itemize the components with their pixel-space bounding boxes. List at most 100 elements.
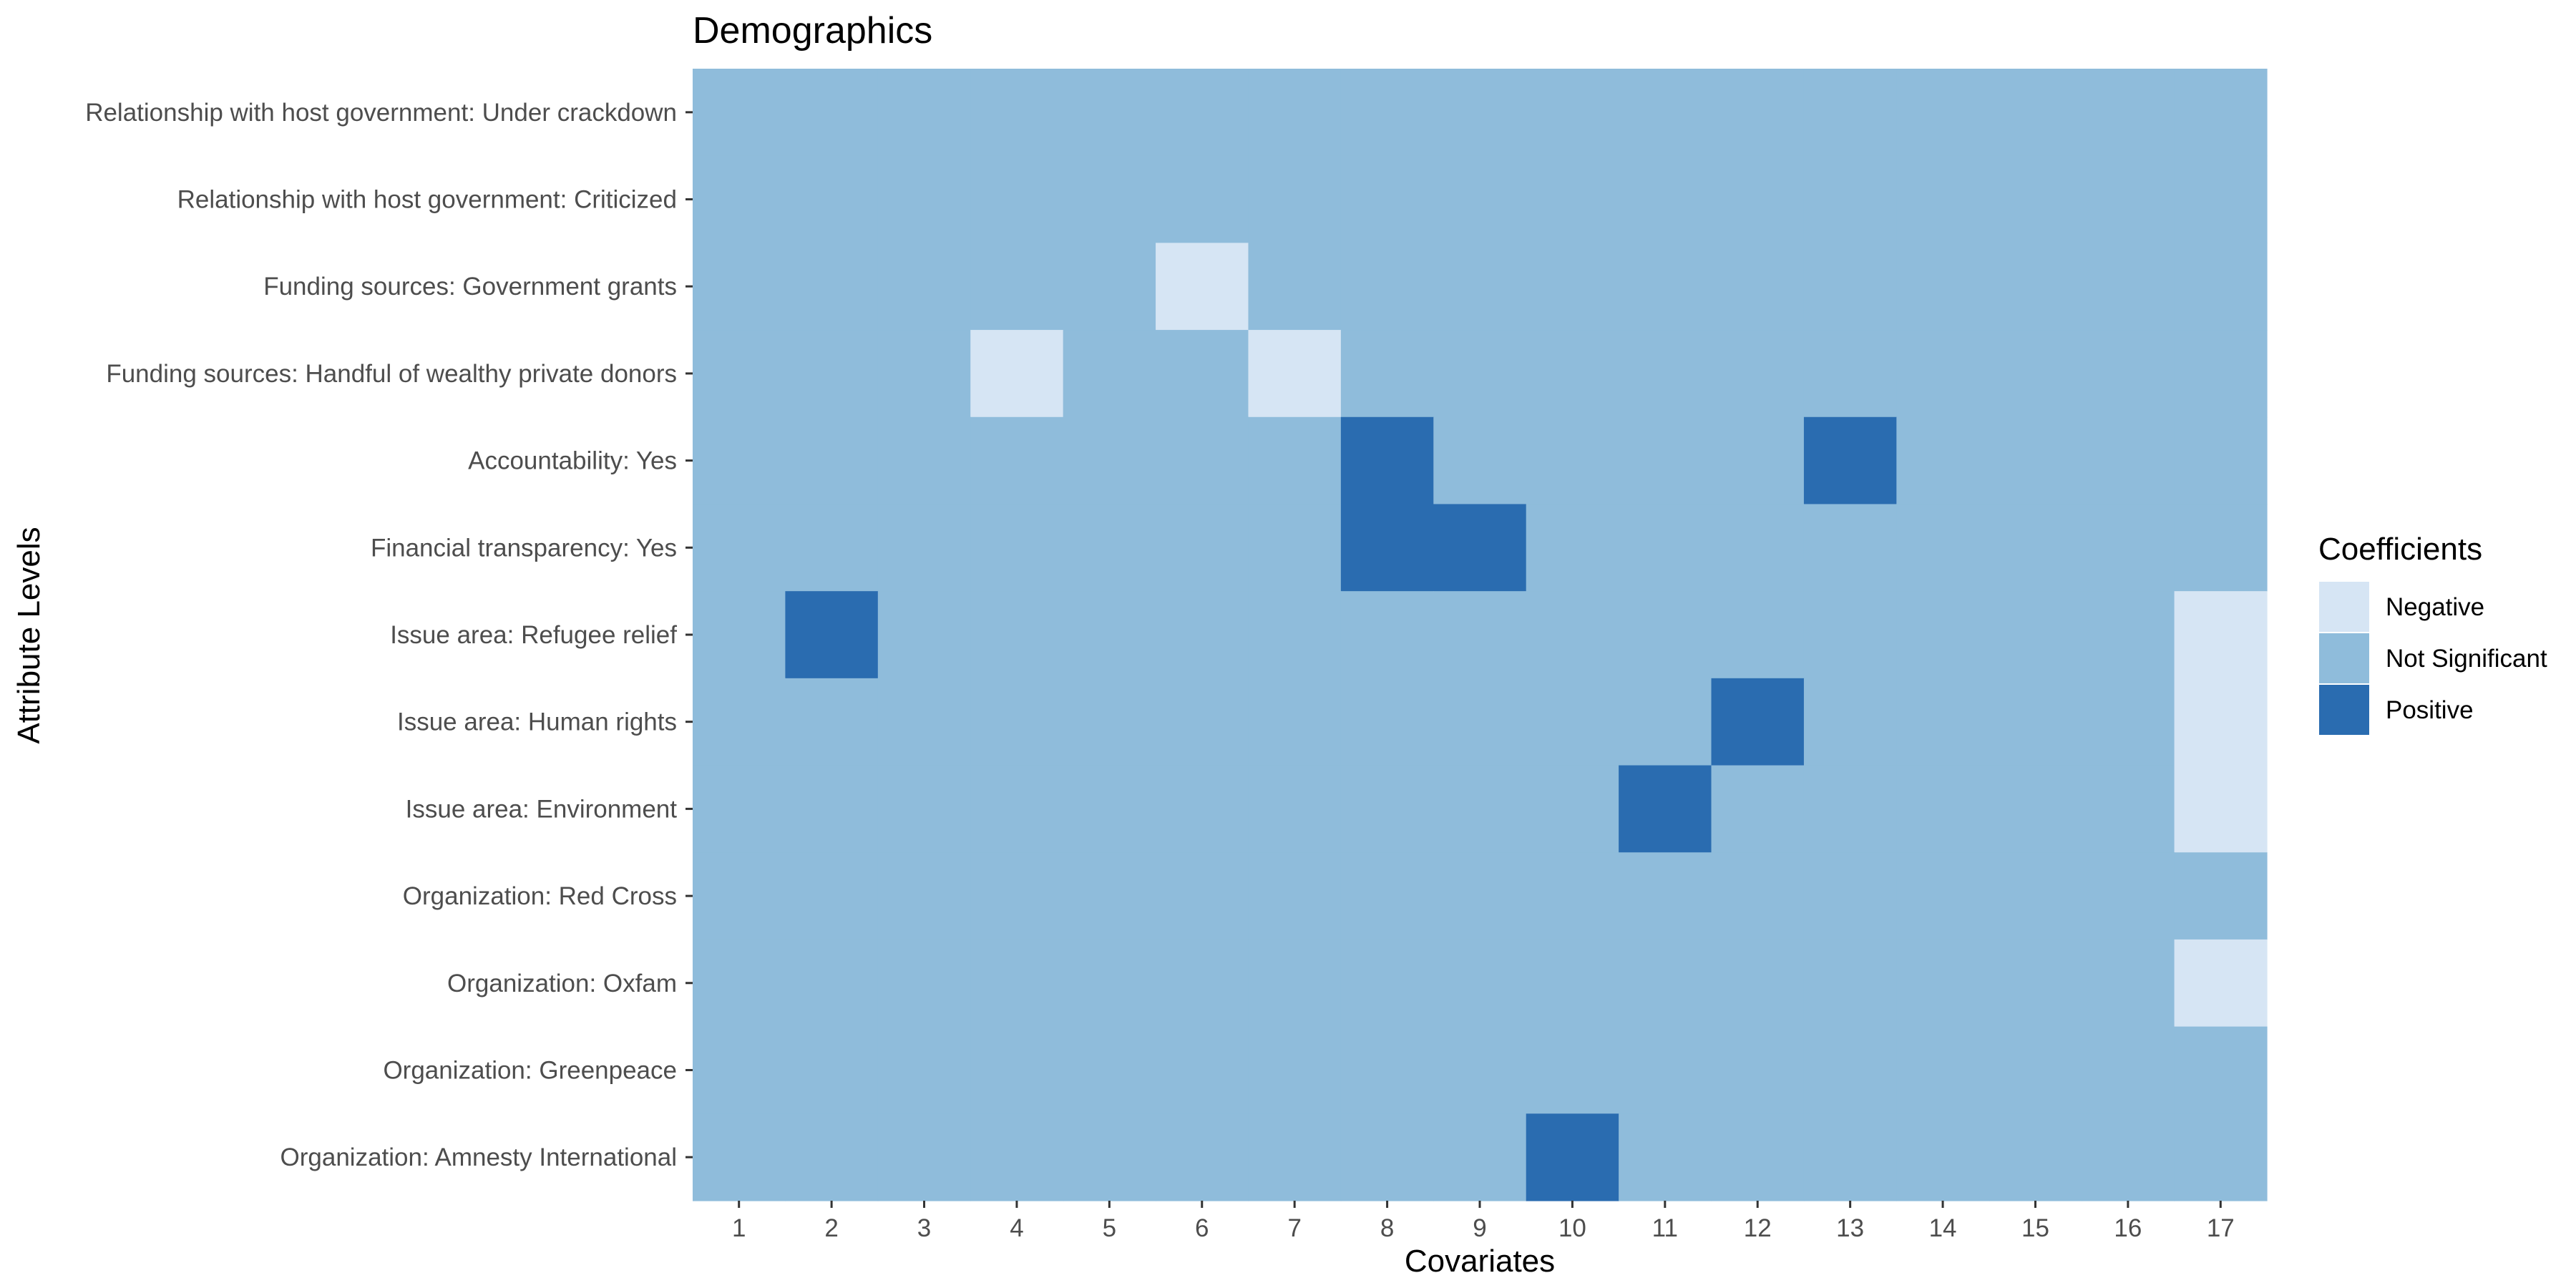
heatmap-cell [1711, 591, 1805, 679]
heatmap-cell [785, 504, 879, 592]
heatmap-cell [2174, 939, 2268, 1028]
heatmap-cell [1989, 1113, 2082, 1201]
heatmap-cell [1803, 504, 1897, 592]
heatmap-cell [1896, 69, 1990, 157]
heatmap-cell [1989, 765, 2082, 853]
heatmap-cell [2082, 243, 2175, 331]
heatmap-cell [1711, 678, 1805, 766]
heatmap-cell [1711, 939, 1805, 1028]
heatmap-cell [785, 69, 879, 157]
heatmap-cell [1340, 504, 1434, 592]
heatmap-cell [1156, 243, 1249, 331]
x-axis: 1 2 3 4 5 6 7 8 9 10 11 12 13 14 15 16 17 [732, 1201, 2235, 1242]
heatmap-cell [1989, 243, 2082, 331]
heatmap-cell [970, 69, 1064, 157]
y-axis: Relationship with host government: Under… [85, 99, 693, 1171]
heatmap-cell [1156, 504, 1249, 592]
heatmap-cell [1433, 155, 1527, 243]
heatmap-cell [1896, 243, 1990, 331]
heatmap-cell [1619, 1026, 1712, 1114]
heatmap-cell [785, 1026, 879, 1114]
heatmap-cell [970, 678, 1064, 766]
heatmap-cell [1803, 416, 1897, 505]
heatmap-cell [1526, 243, 1619, 331]
heatmap-cell [693, 1113, 786, 1201]
heatmap-cell [970, 591, 1064, 679]
heatmap-cell [1156, 1026, 1249, 1114]
heatmap-cell [2082, 1026, 2175, 1114]
heatmap-cell [1619, 504, 1712, 592]
heatmap-cell [1340, 591, 1434, 679]
heatmap-cell [1896, 678, 1990, 766]
heatmap-cell [1063, 504, 1156, 592]
heatmap-cell [1340, 330, 1434, 418]
y-tick-label: Issue area: Refugee relief [390, 621, 677, 649]
x-tick-label: 15 [2021, 1214, 2049, 1242]
y-tick-label: Organization: Greenpeace [383, 1056, 677, 1084]
y-tick-label: Organization: Oxfam [447, 970, 677, 997]
heatmap-cell [1619, 678, 1712, 766]
heatmap-cell [1711, 1026, 1805, 1114]
heatmap-cell [693, 155, 786, 243]
heatmap-cell [1248, 330, 1342, 418]
legend-title: Coefficients [2318, 532, 2482, 567]
heatmap-cell [2082, 765, 2175, 853]
x-tick-label: 9 [1473, 1214, 1486, 1242]
y-tick-label: Relationship with host government: Under… [85, 99, 677, 127]
heatmap-cell [1526, 155, 1619, 243]
heatmap-cell [2082, 852, 2175, 940]
heatmap-cell [1156, 155, 1249, 243]
heatmap-cell [1248, 939, 1342, 1028]
heatmap-cell [785, 765, 879, 853]
heatmap-cell [1063, 678, 1156, 766]
heatmap-cell [1248, 416, 1342, 505]
heatmap-cell [1156, 678, 1249, 766]
heatmap-cell [1156, 939, 1249, 1028]
heatmap-cell [1248, 765, 1342, 853]
heatmap-cell [877, 1026, 971, 1114]
heatmap-cell [877, 416, 971, 505]
heatmap-cell [877, 330, 971, 418]
heatmap-cell [1803, 330, 1897, 418]
heatmap-cell [2174, 678, 2268, 766]
heatmap-cell [2082, 504, 2175, 592]
heatmap-cell [2082, 69, 2175, 157]
heatmap-cell [1803, 678, 1897, 766]
heatmap-cell [1896, 939, 1990, 1028]
heatmap-cell [1711, 852, 1805, 940]
heatmap-cell [1433, 1026, 1527, 1114]
heatmap-cell [1433, 504, 1527, 592]
heatmap-cell [785, 678, 879, 766]
heatmap-cell [1711, 243, 1805, 331]
heatmap-cell [1156, 591, 1249, 679]
heatmap-cell [1248, 591, 1342, 679]
heatmap-cell [2174, 69, 2268, 157]
heatmap-cell [1803, 69, 1897, 157]
heatmap-cell [1896, 155, 1990, 243]
heatmap-cell [1156, 1113, 1249, 1201]
heatmap-cell [785, 243, 879, 331]
y-tick-label: Organization: Red Cross [403, 882, 677, 910]
x-tick-label: 16 [2114, 1214, 2142, 1242]
heatmap-cell [1340, 1026, 1434, 1114]
heatmap-cell [1619, 1113, 1712, 1201]
legend-label: Negative [2386, 593, 2484, 621]
x-tick-label: 10 [1558, 1214, 1586, 1242]
heatmap-cell [785, 416, 879, 505]
y-tick-label: Accountability: Yes [468, 447, 677, 475]
x-tick-label: 8 [1380, 1214, 1394, 1242]
heatmap-cell [2174, 504, 2268, 592]
heatmap-cell [1803, 243, 1897, 331]
legend: Coefficients Negative Not Significant Posi… [2318, 532, 2547, 736]
heatmap-cell [693, 416, 786, 505]
heatmap-cell [1063, 1026, 1156, 1114]
heatmap-cell [1526, 678, 1619, 766]
heatmap-cell [1063, 852, 1156, 940]
heatmap-cell [693, 678, 786, 766]
heatmap-cell [693, 330, 786, 418]
heatmap-cell [1340, 678, 1434, 766]
heatmap-cell [1803, 1026, 1897, 1114]
heatmap-cell [1526, 69, 1619, 157]
heatmap-cell [1711, 1113, 1805, 1201]
heatmap-cell [1340, 1113, 1434, 1201]
